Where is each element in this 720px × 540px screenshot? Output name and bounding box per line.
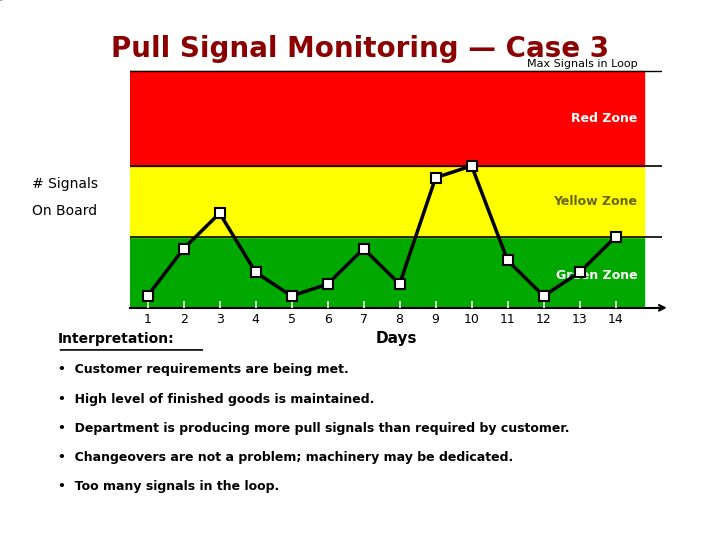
Text: Yellow Zone: Yellow Zone [553, 195, 637, 208]
Text: •  Department is producing more pull signals than required by customer.: • Department is producing more pull sign… [58, 422, 569, 435]
Text: # Signals: # Signals [32, 177, 98, 191]
Text: Max Signals in Loop: Max Signals in Loop [526, 59, 637, 69]
Text: Green Zone: Green Zone [556, 269, 637, 282]
Text: •  Customer requirements are being met.: • Customer requirements are being met. [58, 363, 348, 376]
Text: •  Changeovers are not a problem; machinery may be dedicated.: • Changeovers are not a problem; machine… [58, 451, 513, 464]
Text: On Board: On Board [32, 204, 97, 218]
Text: Interpretation:: Interpretation: [58, 332, 174, 346]
Text: Red Zone: Red Zone [571, 112, 637, 125]
X-axis label: Days: Days [375, 331, 417, 346]
Text: •  Too many signals in the loop.: • Too many signals in the loop. [58, 480, 279, 493]
Text: Pull Signal Monitoring — Case 3: Pull Signal Monitoring — Case 3 [111, 35, 609, 63]
Text: •  High level of finished goods is maintained.: • High level of finished goods is mainta… [58, 393, 374, 406]
